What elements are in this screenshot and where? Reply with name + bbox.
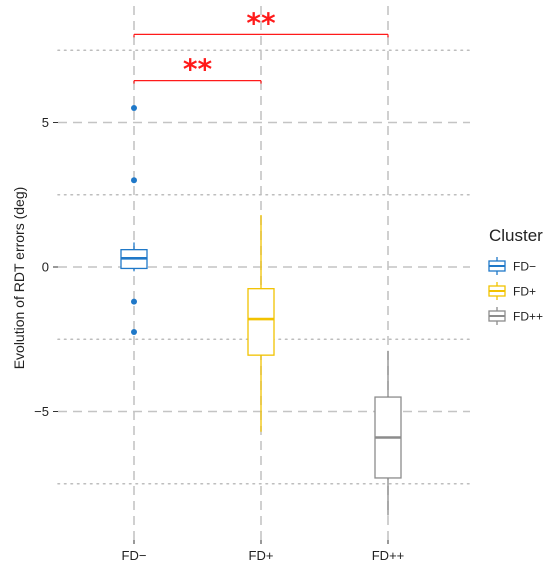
x-tick-label: FD+: [249, 548, 274, 563]
legend-item-1: FD+: [488, 282, 536, 300]
y-axis-label: Evolution of RDT errors (deg): [11, 187, 27, 370]
x-axis: FD− FD+ FD++: [122, 540, 405, 563]
x-tick-label: FD++: [372, 548, 405, 563]
box-1: [247, 214, 275, 432]
outlier-point: [131, 298, 137, 305]
legend-item-2: FD++: [488, 307, 543, 325]
box-series: [120, 105, 402, 516]
legend: Cluster FD− FD+ FD++: [488, 226, 543, 325]
y-tick-label: −5: [34, 404, 49, 419]
y-tick-label: 0: [42, 260, 49, 275]
legend-item-label: FD++: [513, 310, 543, 324]
box-0: [120, 105, 148, 336]
grid-lines: [57, 6, 471, 540]
significance-label: **: [183, 53, 213, 86]
y-tick-label: 5: [42, 115, 49, 130]
outlier-point: [131, 329, 137, 336]
significance-label: **: [246, 6, 276, 39]
legend-item-label: FD+: [513, 285, 536, 299]
outlier-point: [131, 177, 137, 184]
legend-item-0: FD−: [488, 257, 536, 275]
legend-item-label: FD−: [513, 260, 536, 274]
x-tick-label: FD−: [122, 548, 147, 563]
box-2: [374, 350, 402, 516]
outlier-point: [131, 105, 137, 112]
significance-brackets: ** **: [133, 6, 389, 86]
box-iqr: [247, 288, 275, 356]
y-axis: −5 0 5: [34, 115, 58, 419]
legend-title: Cluster: [489, 226, 543, 245]
